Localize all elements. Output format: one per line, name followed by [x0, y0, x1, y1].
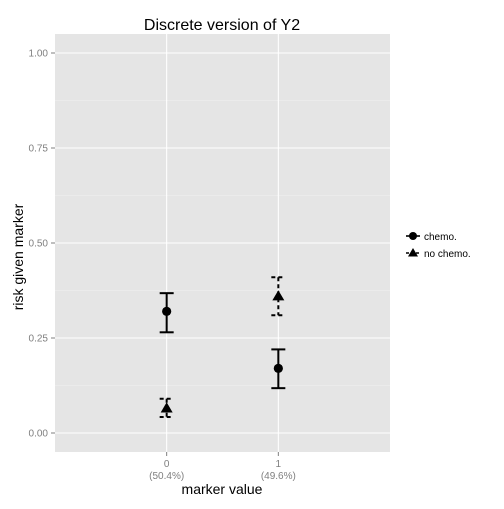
x-tick-label: 1 [276, 459, 282, 470]
x-tick-sublabel: (49.6%) [261, 471, 296, 482]
data-point-circle [162, 307, 171, 316]
legend-label: chemo. [424, 232, 457, 243]
y-tick-label: 0.75 [29, 144, 49, 155]
y-tick-label: 0.00 [29, 429, 49, 440]
x-tick-sublabel: (50.4%) [149, 471, 184, 482]
y-tick-label: 1.00 [29, 49, 49, 60]
x-axis-title: marker value [182, 481, 263, 497]
x-tick-label: 0 [164, 459, 170, 470]
y-tick-label: 0.25 [29, 334, 49, 345]
y-tick-label: 0.50 [29, 239, 49, 250]
legend-label: no chemo. [424, 249, 471, 260]
y-axis-title: risk given marker [10, 203, 26, 310]
legend-key-circle [409, 232, 417, 240]
data-point-circle [274, 364, 283, 373]
chart-title: Discrete version of Y2 [144, 17, 300, 34]
